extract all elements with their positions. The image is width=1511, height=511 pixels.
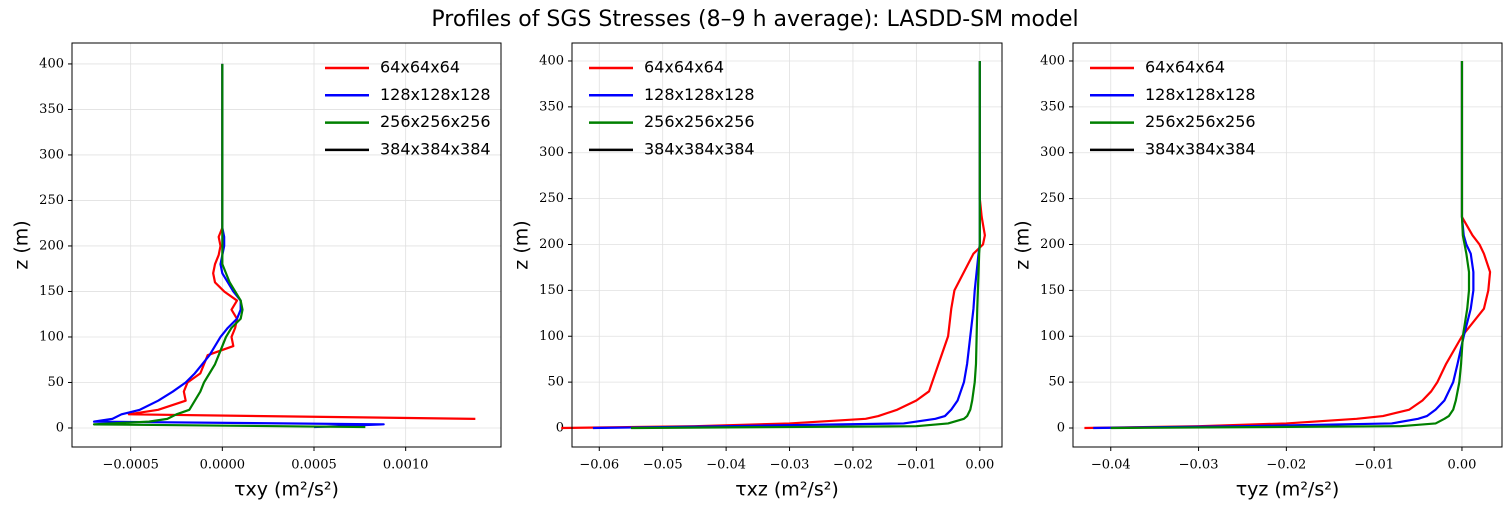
- legend-label: 64x64x64: [644, 58, 724, 77]
- x-tick-label: 0.0010: [383, 458, 429, 473]
- legend-label: 256x256x256: [644, 112, 755, 131]
- y-tick-label: 400: [39, 56, 64, 71]
- y-tick-label: 350: [1040, 99, 1065, 114]
- x-tick-label: −0.05: [643, 458, 683, 473]
- y-axis-label: z (m): [511, 220, 533, 269]
- x-tick-label: 0.00: [965, 458, 994, 473]
- legend-label: 256x256x256: [380, 112, 491, 131]
- x-axis-label: τxy (m²/s²): [234, 479, 339, 501]
- y-axis-label: z (m): [1012, 220, 1034, 269]
- legend-label: 128x128x128: [380, 85, 491, 104]
- x-tick-label: −0.01: [896, 458, 936, 473]
- profile-line: [127, 63, 476, 420]
- x-axis-label: τxz (m²/s²): [735, 479, 839, 501]
- y-tick-label: 0: [556, 421, 564, 436]
- plot-frame: [71, 42, 502, 448]
- profile-line: [1110, 60, 1471, 430]
- y-tick-label: 100: [539, 329, 564, 344]
- y-tick-label: 200: [39, 238, 64, 253]
- profile-line: [92, 63, 385, 429]
- y-tick-label: 250: [539, 191, 564, 206]
- legend-label: 128x128x128: [644, 85, 755, 104]
- profile-line: [92, 63, 366, 429]
- legend-label: 384x384x384: [644, 139, 755, 158]
- legend-label: 384x384x384: [1145, 139, 1256, 158]
- x-tick-label: −0.03: [1179, 458, 1219, 473]
- y-tick-label: 300: [1040, 145, 1065, 160]
- x-tick-label: −0.03: [770, 458, 810, 473]
- plot-frame: [571, 42, 1003, 448]
- y-tick-label: 300: [39, 147, 64, 162]
- y-axis-label: z (m): [11, 220, 33, 269]
- figure-title: Profiles of SGS Stresses (8–9 h average)…: [431, 7, 1078, 32]
- x-tick-label: 0.0000: [200, 458, 246, 473]
- y-tick-label: 350: [39, 102, 64, 117]
- y-tick-label: 200: [539, 237, 564, 252]
- legend-label: 64x64x64: [380, 58, 460, 77]
- x-tick-label: −0.04: [706, 458, 746, 473]
- y-tick-label: 400: [1040, 53, 1065, 68]
- y-tick-label: 50: [547, 375, 564, 390]
- legend-label: 64x64x64: [1145, 58, 1225, 77]
- x-tick-label: −0.02: [1266, 458, 1306, 473]
- y-tick-label: 150: [1040, 283, 1065, 298]
- x-tick-label: −0.04: [1091, 458, 1131, 473]
- x-tick-label: −0.02: [833, 458, 873, 473]
- y-tick-label: 50: [1048, 375, 1065, 390]
- y-tick-label: 150: [539, 283, 564, 298]
- y-tick-label: 150: [39, 284, 64, 299]
- profile-line: [630, 60, 981, 430]
- y-tick-label: 100: [1040, 329, 1065, 344]
- legend-label: 256x256x256: [1145, 112, 1256, 131]
- y-tick-label: 100: [39, 329, 64, 344]
- x-tick-label: −0.0005: [102, 458, 158, 473]
- y-tick-label: 200: [1040, 237, 1065, 252]
- y-tick-label: 0: [56, 420, 64, 435]
- y-tick-label: 250: [39, 193, 64, 208]
- legend-label: 384x384x384: [380, 139, 491, 158]
- y-tick-label: 400: [539, 53, 564, 68]
- x-tick-label: 0.0005: [291, 458, 337, 473]
- x-tick-label: −0.01: [1354, 458, 1394, 473]
- y-tick-label: 300: [539, 145, 564, 160]
- x-axis-label: τyz (m²/s²): [1236, 479, 1340, 501]
- x-tick-label: 0.00: [1447, 458, 1476, 473]
- y-tick-label: 250: [1040, 191, 1065, 206]
- legend-label: 128x128x128: [1145, 85, 1256, 104]
- y-tick-label: 50: [47, 375, 64, 390]
- plot-frame: [1072, 42, 1503, 448]
- x-tick-label: −0.06: [579, 458, 619, 473]
- y-tick-label: 350: [539, 99, 564, 114]
- y-tick-label: 0: [1057, 421, 1065, 436]
